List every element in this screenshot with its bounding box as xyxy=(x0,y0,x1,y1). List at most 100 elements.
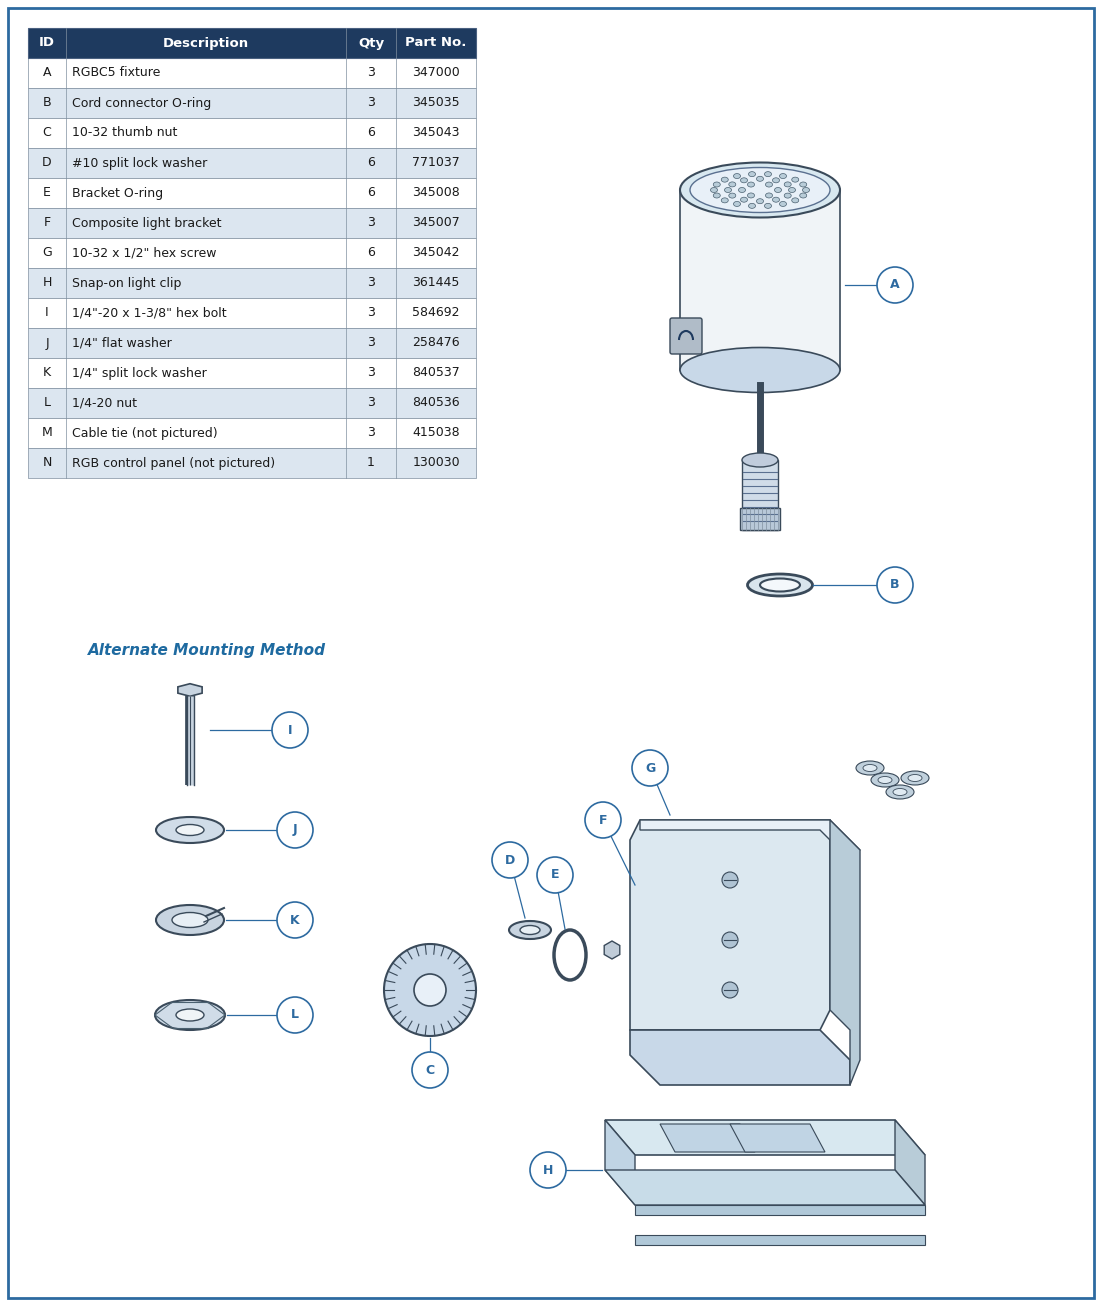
Ellipse shape xyxy=(711,188,717,192)
Ellipse shape xyxy=(509,921,551,939)
Ellipse shape xyxy=(789,188,796,192)
Polygon shape xyxy=(635,1235,925,1245)
Text: 345008: 345008 xyxy=(412,187,460,200)
Bar xyxy=(28,118,476,148)
Bar xyxy=(28,88,476,118)
Text: 6: 6 xyxy=(367,187,375,200)
Text: L: L xyxy=(291,1008,299,1021)
Text: Description: Description xyxy=(163,37,249,50)
FancyBboxPatch shape xyxy=(670,317,702,354)
Ellipse shape xyxy=(886,785,914,799)
Ellipse shape xyxy=(765,204,771,209)
Ellipse shape xyxy=(713,193,721,199)
Text: 771037: 771037 xyxy=(412,157,460,170)
Bar xyxy=(741,508,780,530)
Circle shape xyxy=(491,842,528,878)
Text: 1/4" split lock washer: 1/4" split lock washer xyxy=(72,367,207,380)
Text: 1/4"-20 x 1-3/8" hex bolt: 1/4"-20 x 1-3/8" hex bolt xyxy=(72,307,227,320)
Text: 345035: 345035 xyxy=(412,97,460,110)
Bar xyxy=(28,268,476,298)
Text: A: A xyxy=(890,278,900,291)
Text: 3: 3 xyxy=(367,337,375,350)
Ellipse shape xyxy=(756,199,764,204)
Ellipse shape xyxy=(738,188,745,192)
Ellipse shape xyxy=(156,905,224,935)
Circle shape xyxy=(530,1152,566,1188)
Polygon shape xyxy=(640,820,860,859)
Ellipse shape xyxy=(760,579,800,592)
Ellipse shape xyxy=(878,777,892,784)
Ellipse shape xyxy=(680,347,840,393)
Ellipse shape xyxy=(871,773,899,788)
Ellipse shape xyxy=(773,178,779,183)
Ellipse shape xyxy=(748,171,756,176)
Circle shape xyxy=(383,944,476,1036)
Bar xyxy=(28,418,476,448)
Ellipse shape xyxy=(728,182,736,187)
Bar xyxy=(28,148,476,178)
Text: 6: 6 xyxy=(367,157,375,170)
Text: I: I xyxy=(288,724,292,737)
Ellipse shape xyxy=(775,188,781,192)
Circle shape xyxy=(585,802,622,838)
Text: N: N xyxy=(42,457,52,469)
Text: Part No.: Part No. xyxy=(406,37,466,50)
Text: 840537: 840537 xyxy=(412,367,460,380)
Polygon shape xyxy=(604,942,619,959)
Circle shape xyxy=(537,857,573,893)
Text: 1: 1 xyxy=(367,457,375,469)
Ellipse shape xyxy=(802,188,810,192)
Text: B: B xyxy=(890,579,899,592)
Ellipse shape xyxy=(800,182,807,187)
Text: Composite light bracket: Composite light bracket xyxy=(72,217,222,230)
Text: K: K xyxy=(43,367,51,380)
Text: Cord connector O-ring: Cord connector O-ring xyxy=(72,97,212,110)
Text: D: D xyxy=(42,157,52,170)
Polygon shape xyxy=(630,820,830,1030)
Text: Snap-on light clip: Snap-on light clip xyxy=(72,277,182,290)
Text: 584692: 584692 xyxy=(412,307,460,320)
Text: 6: 6 xyxy=(367,127,375,140)
Ellipse shape xyxy=(748,204,756,209)
Bar xyxy=(28,388,476,418)
Text: B: B xyxy=(43,97,52,110)
Text: 415038: 415038 xyxy=(412,427,460,440)
Circle shape xyxy=(412,1053,449,1088)
Ellipse shape xyxy=(747,193,755,199)
Ellipse shape xyxy=(785,182,791,187)
Text: G: G xyxy=(42,247,52,260)
Bar xyxy=(28,298,476,328)
Text: Cable tie (not pictured): Cable tie (not pictured) xyxy=(72,427,217,440)
Polygon shape xyxy=(630,1030,850,1085)
Text: 840536: 840536 xyxy=(412,397,460,410)
Text: 3: 3 xyxy=(367,367,375,380)
Text: G: G xyxy=(645,761,655,774)
Ellipse shape xyxy=(756,176,764,182)
Polygon shape xyxy=(605,1170,925,1205)
Bar xyxy=(28,238,476,268)
Text: I: I xyxy=(45,307,48,320)
Bar xyxy=(28,328,476,358)
Polygon shape xyxy=(605,1121,925,1155)
Ellipse shape xyxy=(747,182,755,187)
Text: Qty: Qty xyxy=(358,37,385,50)
Ellipse shape xyxy=(791,178,799,182)
Bar xyxy=(28,208,476,238)
Text: J: J xyxy=(293,824,298,837)
Text: 3: 3 xyxy=(367,217,375,230)
Text: H: H xyxy=(42,277,52,290)
Text: C: C xyxy=(425,1063,434,1076)
Circle shape xyxy=(877,567,912,603)
Text: 258476: 258476 xyxy=(412,337,460,350)
Polygon shape xyxy=(895,1121,925,1205)
Circle shape xyxy=(272,712,307,748)
Text: D: D xyxy=(505,854,515,866)
Ellipse shape xyxy=(176,824,204,836)
Text: F: F xyxy=(43,217,51,230)
Ellipse shape xyxy=(155,1000,225,1030)
Ellipse shape xyxy=(856,761,884,774)
Bar xyxy=(28,57,476,88)
Text: 3: 3 xyxy=(367,307,375,320)
Bar xyxy=(28,448,476,478)
Text: 3: 3 xyxy=(367,427,375,440)
